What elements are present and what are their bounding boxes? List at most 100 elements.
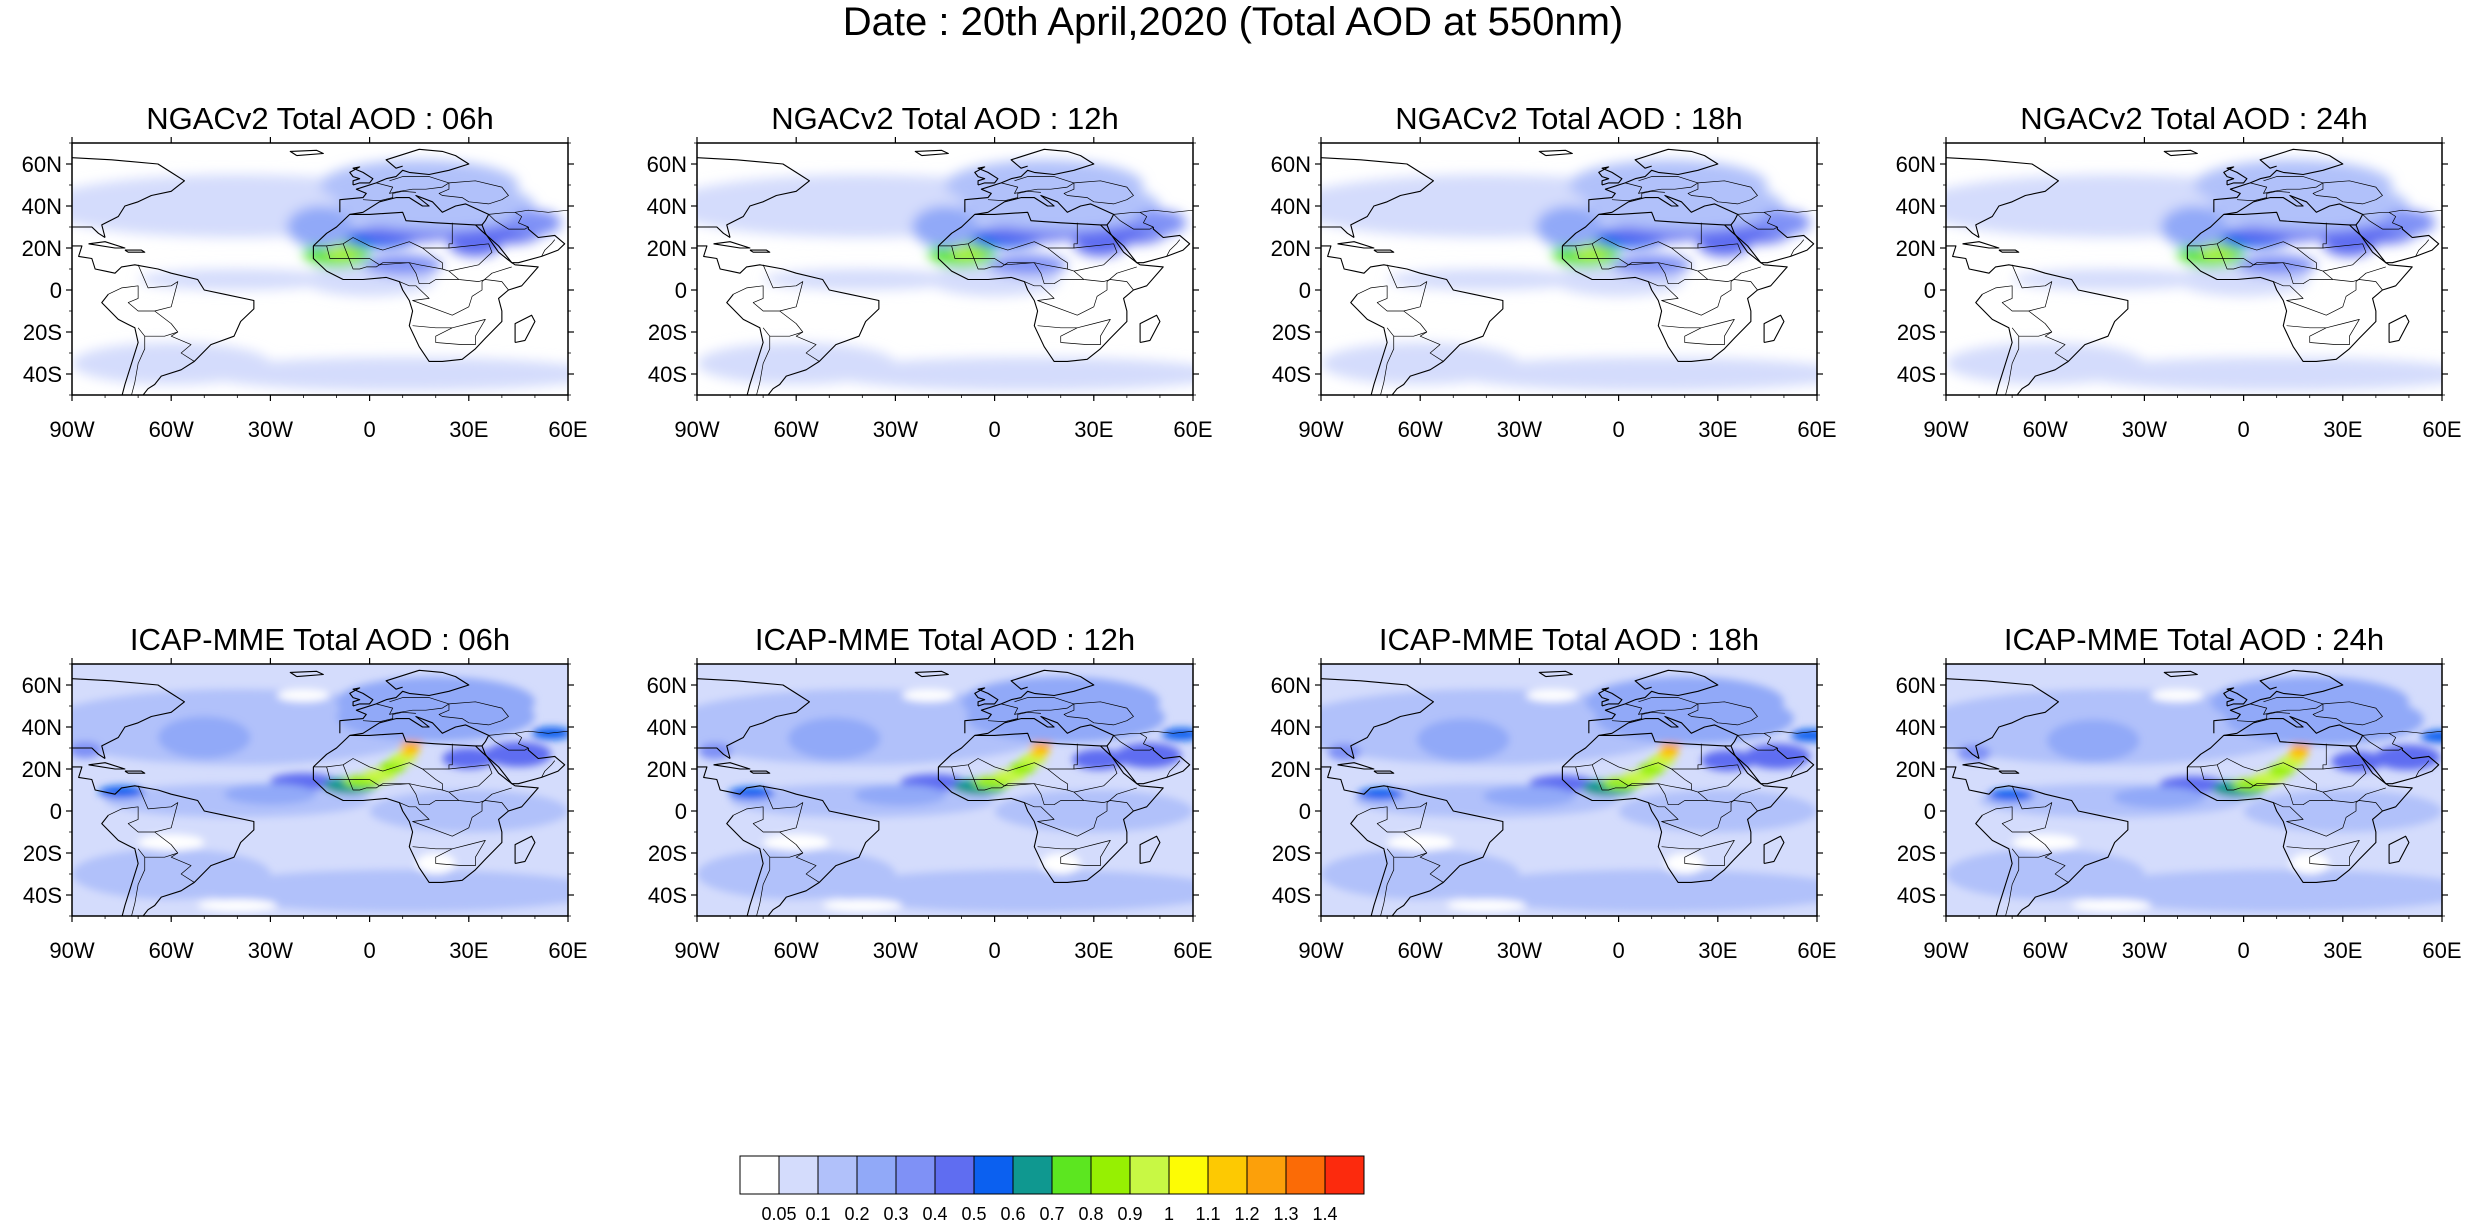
lon-tick-label: 90W (1923, 417, 1968, 442)
colorbar-level-label: 0.8 (1078, 1204, 1103, 1222)
aod-field (1321, 143, 1817, 395)
aod-field (697, 143, 1193, 395)
lat-tick-label: 60N (1271, 673, 1311, 698)
lon-tick-label: 0 (2237, 417, 2249, 442)
lat-tick-label: 40N (1271, 194, 1311, 219)
panel-title: NGACv2 Total AOD : 24h (2020, 101, 2367, 136)
lat-tick-label: 60N (647, 152, 687, 177)
lat-tick-label: 40N (22, 715, 62, 740)
coastline-layer (1946, 669, 2442, 916)
colorbar-level-label: 0.05 (761, 1204, 796, 1222)
coastline-layer (1946, 148, 2442, 395)
panel-title: ICAP-MME Total AOD : 06h (130, 622, 510, 657)
lon-tick-label: 60W (1398, 417, 1443, 442)
lon-tick-label: 0 (988, 417, 1000, 442)
lon-tick-label: 30W (2122, 417, 2167, 442)
coastline-layer (72, 148, 568, 395)
lon-tick-label: 90W (674, 938, 719, 963)
aod-field (72, 664, 568, 916)
lon-tick-label: 60E (1173, 938, 1212, 963)
lat-tick-label: 40N (647, 715, 687, 740)
lat-tick-label: 40N (1896, 194, 1936, 219)
lon-tick-label: 60W (149, 938, 194, 963)
map-panel: 90W 60W 30W 0 30E 60E 60N 40N 20N 0 20S 40S ICAP-MME… (1874, 604, 2466, 966)
colorbar-box (739, 1155, 780, 1195)
lat-tick-label: 20N (1896, 757, 1936, 782)
lon-tick-label: 30W (2122, 938, 2167, 963)
colorbar-box (1324, 1155, 1365, 1195)
colorbar-box (1012, 1155, 1053, 1195)
lon-tick-label: 60W (2023, 417, 2068, 442)
lat-tick-label: 0 (1924, 278, 1936, 303)
colorbar-box (778, 1155, 819, 1195)
lon-tick-label: 0 (988, 938, 1000, 963)
colorbar-level-label: 1.3 (1273, 1204, 1298, 1222)
lat-tick-label: 0 (1299, 278, 1311, 303)
lon-tick-label: 30E (1698, 417, 1737, 442)
colorbar-level-label: 0.5 (961, 1204, 986, 1222)
lon-tick-label: 0 (363, 938, 375, 963)
lat-tick-label: 60N (1271, 152, 1311, 177)
panel-title: ICAP-MME Total AOD : 12h (755, 622, 1135, 657)
lon-tick-label: 90W (49, 938, 94, 963)
lon-tick-label: 0 (1612, 417, 1624, 442)
lon-tick-label: 60E (1173, 417, 1212, 442)
colorbar-level-label: 0.6 (1000, 1204, 1025, 1222)
lat-tick-label: 20S (23, 320, 62, 345)
lon-tick-label: 60W (774, 417, 819, 442)
colorbar-level-label: 1.4 (1312, 1204, 1337, 1222)
lat-tick-label: 40N (1896, 715, 1936, 740)
colorbar-box (973, 1155, 1014, 1195)
lon-tick-label: 60W (1398, 938, 1443, 963)
colorbar-box (1090, 1155, 1131, 1195)
colorbar-level-label: 0.3 (883, 1204, 908, 1222)
colorbar-level-label: 0.4 (922, 1204, 947, 1222)
lat-tick-label: 20S (648, 320, 687, 345)
colorbar-box (817, 1155, 858, 1195)
panel-title: ICAP-MME Total AOD : 18h (1379, 622, 1759, 657)
lon-tick-label: 30W (1497, 938, 1542, 963)
lat-tick-label: 20N (1896, 236, 1936, 261)
colorbar-level-label: 0.9 (1117, 1204, 1142, 1222)
lon-tick-label: 30W (873, 417, 918, 442)
lat-tick-label: 0 (1924, 799, 1936, 824)
aod-field (1321, 664, 1817, 916)
lon-tick-label: 30E (1074, 417, 1113, 442)
lon-tick-label: 30E (1698, 938, 1737, 963)
map-panel: 90W 60W 30W 0 30E 60E 60N 40N 20N 0 20S 40S NGACv2 T… (1874, 83, 2466, 445)
lon-tick-label: 60E (1797, 417, 1836, 442)
map-panel: 90W 60W 30W 0 30E 60E 60N 40N 20N 0 20S 40S NGACv2 T… (0, 83, 606, 445)
lat-tick-label: 20S (23, 841, 62, 866)
lon-tick-label: 30W (248, 938, 293, 963)
lat-tick-label: 20N (1271, 236, 1311, 261)
lat-tick-label: 40N (1271, 715, 1311, 740)
lon-tick-label: 60W (774, 938, 819, 963)
lat-tick-label: 40S (648, 362, 687, 387)
aod-field (1946, 664, 2442, 916)
lon-tick-label: 30W (248, 417, 293, 442)
lat-tick-label: 40S (23, 883, 62, 908)
lat-tick-label: 20N (647, 757, 687, 782)
map-panel: 90W 60W 30W 0 30E 60E 60N 40N 20N 0 20S 40S NGACv2 T… (625, 83, 1231, 445)
lat-tick-label: 20N (22, 757, 62, 782)
colorbar-box (934, 1155, 975, 1195)
lat-tick-label: 20S (648, 841, 687, 866)
lon-tick-label: 30E (449, 417, 488, 442)
coastline-layer (697, 669, 1193, 916)
lat-tick-label: 0 (50, 278, 62, 303)
lat-tick-label: 60N (22, 152, 62, 177)
lon-tick-label: 30W (1497, 417, 1542, 442)
lat-tick-label: 60N (1896, 673, 1936, 698)
aod-field (697, 664, 1193, 916)
lat-tick-label: 20N (22, 236, 62, 261)
lat-tick-label: 20N (1271, 757, 1311, 782)
lat-tick-label: 0 (675, 799, 687, 824)
lat-tick-label: 60N (1896, 152, 1936, 177)
lon-tick-label: 60E (548, 417, 587, 442)
coastline-layer (1321, 148, 1817, 395)
lat-tick-label: 20S (1272, 841, 1311, 866)
lat-tick-label: 40N (647, 194, 687, 219)
colorbar-level-label: 0.1 (805, 1204, 830, 1222)
lat-tick-label: 0 (675, 278, 687, 303)
lat-tick-label: 40S (1897, 362, 1936, 387)
